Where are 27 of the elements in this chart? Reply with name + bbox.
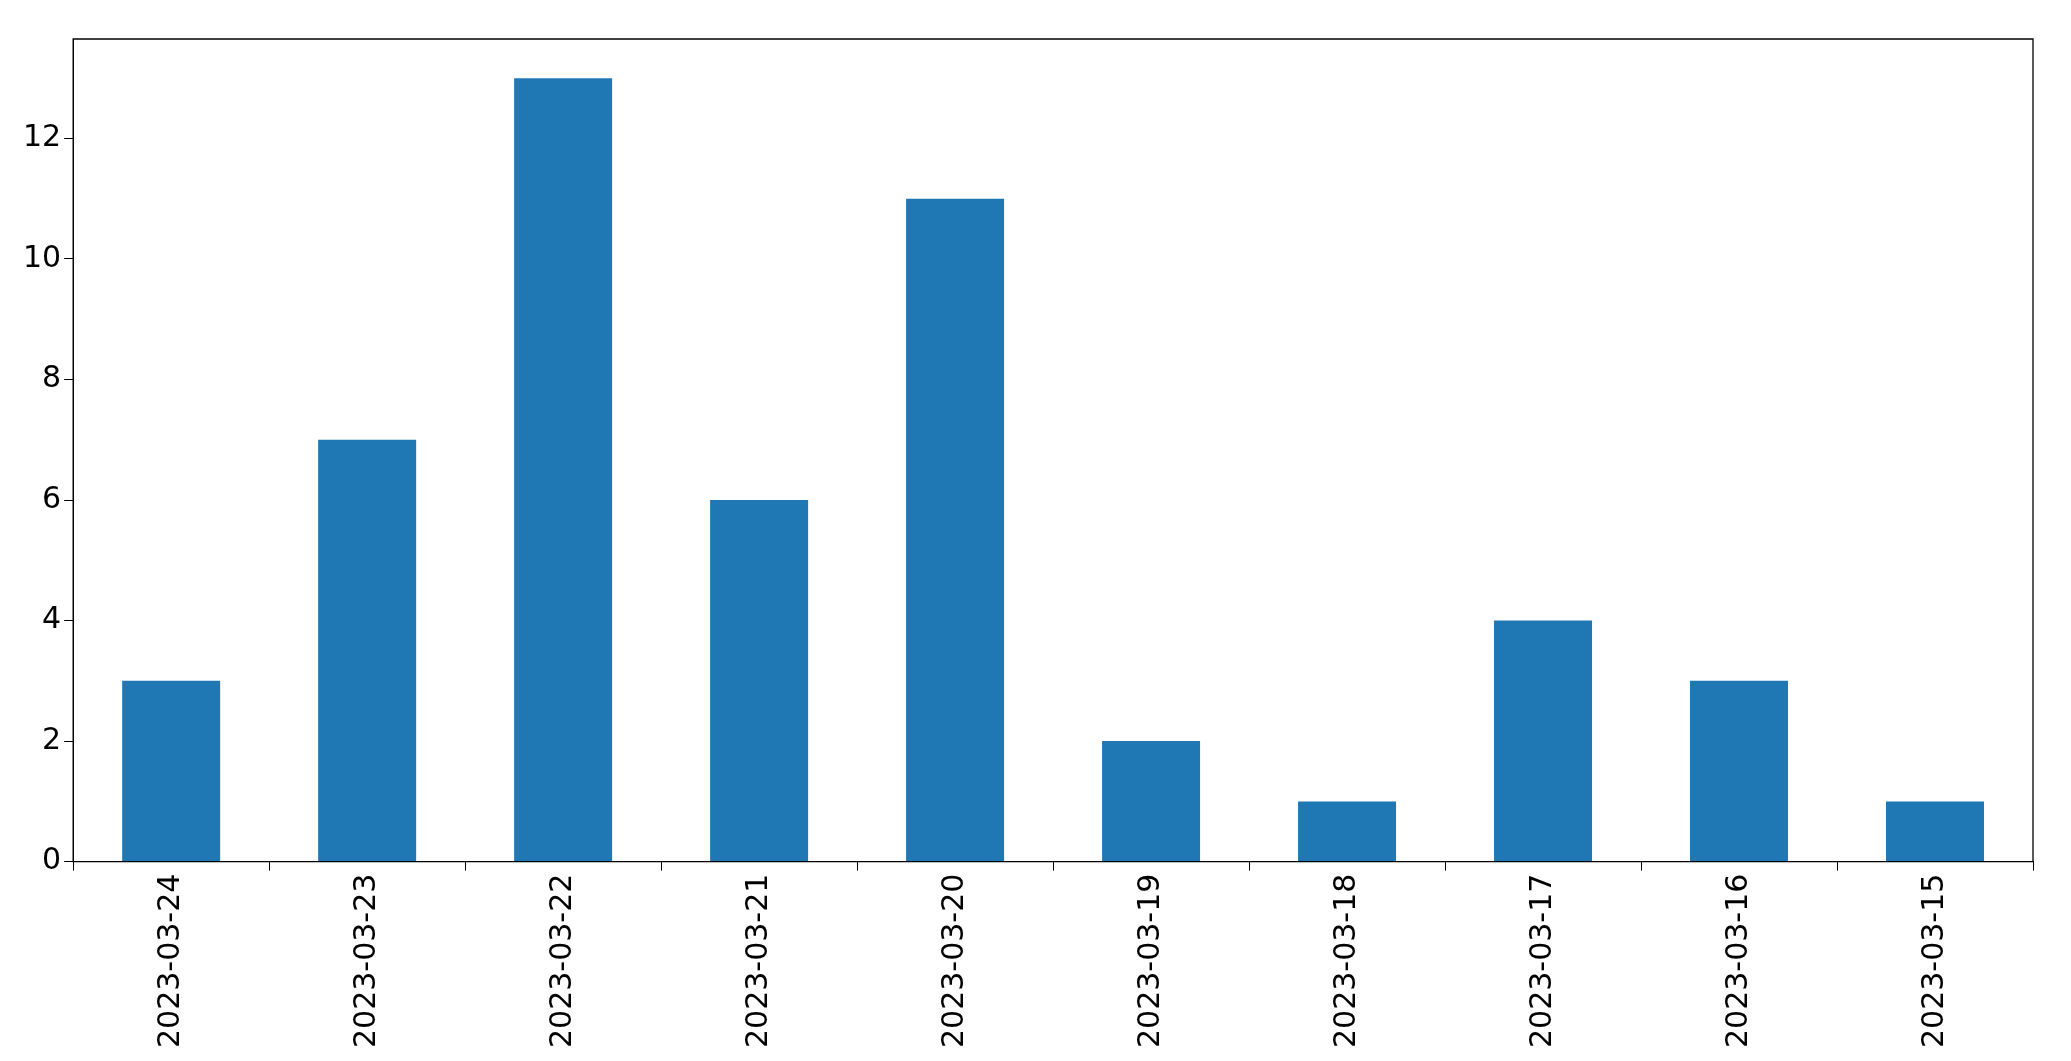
x-tick-label: 2023-03-23 bbox=[346, 873, 382, 1049]
x-tick-label: 2023-03-20 bbox=[934, 873, 970, 1049]
y-tick-label: 0 bbox=[42, 841, 62, 877]
bar bbox=[1298, 801, 1397, 862]
bar bbox=[1886, 801, 1984, 862]
x-tick-label: 2023-03-21 bbox=[738, 873, 774, 1049]
x-tick-label: 2023-03-19 bbox=[1130, 873, 1166, 1049]
bar bbox=[1690, 680, 1789, 862]
x-tick-label: 2023-03-16 bbox=[1718, 873, 1754, 1049]
y-tick-label: 8 bbox=[42, 359, 62, 395]
bar bbox=[1494, 620, 1593, 862]
bar bbox=[1102, 741, 1201, 862]
bar bbox=[514, 78, 613, 862]
y-tick-label: 10 bbox=[22, 238, 62, 274]
y-tick-label: 4 bbox=[42, 600, 62, 636]
y-tick-label: 6 bbox=[42, 479, 62, 515]
x-tick-label: 2023-03-17 bbox=[1522, 873, 1558, 1049]
bar bbox=[906, 198, 1005, 862]
x-tick-label: 2023-03-15 bbox=[1914, 873, 1950, 1049]
x-tick-label: 2023-03-24 bbox=[150, 873, 186, 1049]
x-tick-label: 2023-03-22 bbox=[542, 873, 578, 1049]
x-tick-label: 2023-03-18 bbox=[1326, 873, 1362, 1049]
bar bbox=[122, 680, 221, 862]
bar bbox=[318, 439, 417, 862]
bar bbox=[710, 500, 809, 862]
y-tick-label: 2 bbox=[42, 720, 62, 756]
y-tick-label: 12 bbox=[22, 118, 62, 154]
